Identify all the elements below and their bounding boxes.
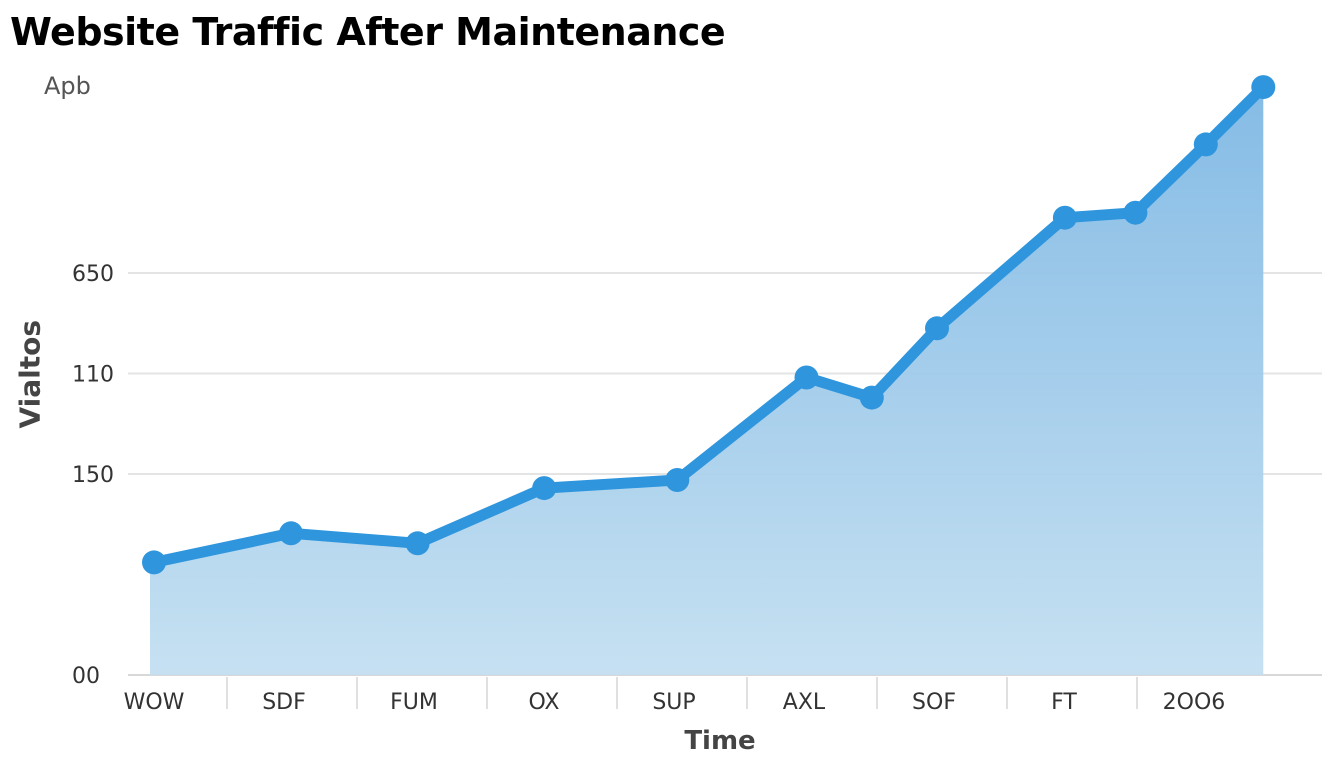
series-line (148, 81, 1269, 568)
data-point (859, 385, 884, 410)
x-tick-label: FT (1051, 690, 1077, 715)
data-point (1251, 75, 1276, 100)
data-point (405, 531, 430, 556)
chart-title: Website Traffic After Maintenance (10, 10, 726, 54)
x-tick-label: SUP (652, 690, 695, 715)
area-fill-layer (150, 87, 1264, 676)
x-tick-label: FUM (390, 690, 438, 715)
x-tick-label: AXL (783, 690, 826, 715)
data-point (925, 316, 949, 341)
y-tick-label: 150 (72, 463, 114, 488)
x-tick-labels: WOW SDF FUM OX SUP AXL SOF FT 2OO6 (124, 690, 1226, 715)
x-tick-label: 2OO6 (1163, 690, 1226, 715)
x-axis-label: Time (684, 726, 756, 756)
data-point (1193, 132, 1218, 157)
x-tick-label: SDF (262, 690, 306, 715)
data-point (794, 365, 819, 390)
data-point (665, 468, 690, 492)
series-area (150, 87, 1264, 676)
x-tick-label: OX (529, 690, 560, 715)
data-point (279, 521, 303, 546)
data-points (142, 75, 1276, 575)
series-line-layer (148, 81, 1269, 568)
y-tick-label: 110 (72, 363, 114, 388)
data-point (1052, 205, 1077, 230)
x-tick-label: WOW (124, 690, 185, 715)
y-tick-labels: 00 150 110 650 (72, 262, 114, 689)
unit-label: Apb (44, 72, 91, 100)
data-point (1123, 200, 1148, 225)
x-tick-label: SOF (912, 690, 956, 715)
y-tick-label: 650 (72, 262, 114, 287)
y-tick-label: 00 (72, 664, 100, 689)
data-point (532, 476, 557, 501)
data-point (142, 550, 166, 575)
